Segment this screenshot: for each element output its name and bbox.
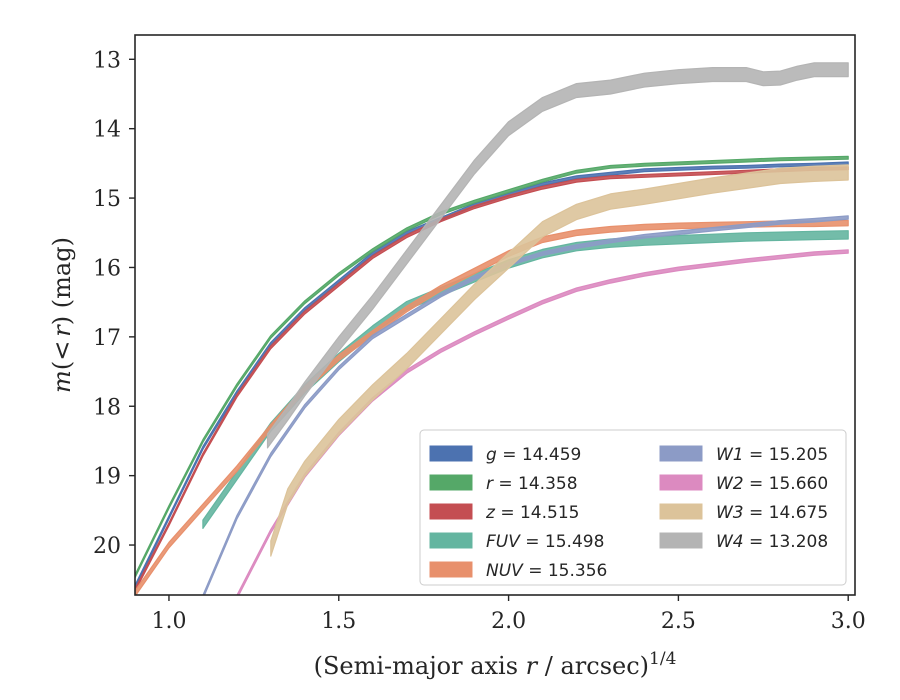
y-tick-label: 17 — [93, 326, 121, 351]
x-tick-label: 2.5 — [661, 609, 696, 634]
y-axis: 13 14 15 16 17 18 19 20 — [93, 48, 135, 559]
legend-item-r: r = 14.358 — [429, 474, 578, 494]
x-tick-label: 2.0 — [491, 609, 526, 634]
y-tick-label: 19 — [93, 465, 121, 490]
legend-label: r = 14.358 — [486, 474, 578, 494]
legend-item-w4: W4 = 13.208 — [659, 532, 828, 552]
legend-label: z = 14.515 — [485, 503, 579, 523]
x-tick-label: 1.0 — [151, 609, 186, 634]
y-tick-label: 16 — [93, 256, 121, 281]
x-axis-label-main: (Semi-major axis — [314, 652, 526, 680]
legend-swatch — [659, 503, 703, 520]
series-w1 — [202, 215, 849, 595]
legend-label: FUV = 15.498 — [486, 532, 604, 552]
y-axis-label-open: ( — [48, 361, 76, 370]
x-axis-label: (Semi-major axis r / arcsec)1/4 — [314, 649, 677, 680]
x-tick-label: 3.0 — [831, 609, 866, 634]
series-band-w1 — [202, 215, 849, 595]
y-tick-label: 20 — [93, 534, 121, 559]
legend-label: W2 = 15.660 — [716, 474, 828, 494]
y-tick-label: 18 — [93, 395, 121, 420]
legend-item-z: z = 14.515 — [429, 503, 579, 523]
series-nuv — [135, 219, 849, 595]
x-axis: 1.0 1.5 2.0 2.5 3.0 — [151, 595, 866, 634]
legend-swatch — [659, 532, 703, 549]
legend-swatch — [429, 561, 473, 578]
legend-item-w1: W1 = 15.205 — [659, 445, 828, 465]
y-tick-label: 15 — [93, 187, 121, 212]
series-band-r — [135, 155, 849, 579]
legend-item-w3: W3 = 14.675 — [659, 503, 828, 523]
legend-label: W4 = 13.208 — [716, 532, 828, 552]
legend-swatch — [429, 503, 473, 520]
series-band-nuv — [135, 219, 849, 595]
y-tick-label: 14 — [93, 118, 121, 143]
legend-swatch — [659, 474, 703, 491]
series-w3 — [270, 164, 849, 557]
legend-label: NUV = 15.356 — [486, 561, 607, 581]
legend: g = 14.459 r = 14.358 z = 14.515 FUV = 15.4… — [419, 429, 847, 586]
series-band-w3 — [270, 164, 849, 557]
x-axis-label-variable: r — [526, 652, 539, 680]
legend-swatch — [429, 474, 473, 491]
y-axis-label-close: ) (mag) — [48, 237, 76, 325]
plot-series-layer — [135, 62, 849, 595]
legend-item-nuv: NUV = 15.356 — [429, 561, 607, 581]
x-axis-label-rest: / arcsec) — [537, 652, 649, 680]
y-axis-label-radius: r — [48, 324, 76, 337]
legend-label: g = 14.459 — [486, 445, 581, 465]
y-axis-label: m(< r) (mag) — [48, 237, 76, 393]
series-band-w2 — [236, 249, 849, 595]
y-axis-label-lt: < — [48, 341, 76, 361]
legend-swatch — [429, 445, 473, 462]
x-axis-label-exponent: 1/4 — [649, 649, 676, 669]
legend-item-w2: W2 = 15.660 — [659, 474, 828, 494]
legend-frame — [419, 429, 847, 586]
plot-frame — [134, 34, 856, 596]
legend-swatch — [659, 445, 703, 462]
legend-label: W3 = 14.675 — [716, 503, 828, 523]
y-axis-label-variable: m — [48, 370, 76, 393]
y-tick-label: 13 — [93, 48, 121, 73]
x-tick-label: 1.5 — [321, 609, 356, 634]
series-band-w4 — [266, 62, 849, 449]
legend-item-fuv: FUV = 15.498 — [429, 532, 604, 552]
legend-label: W1 = 15.205 — [716, 445, 828, 465]
series-w4 — [266, 62, 849, 449]
legend-item-g: g = 14.459 — [429, 445, 581, 465]
series-r — [135, 155, 849, 579]
legend-swatch — [429, 532, 473, 549]
series-w2 — [236, 249, 849, 595]
